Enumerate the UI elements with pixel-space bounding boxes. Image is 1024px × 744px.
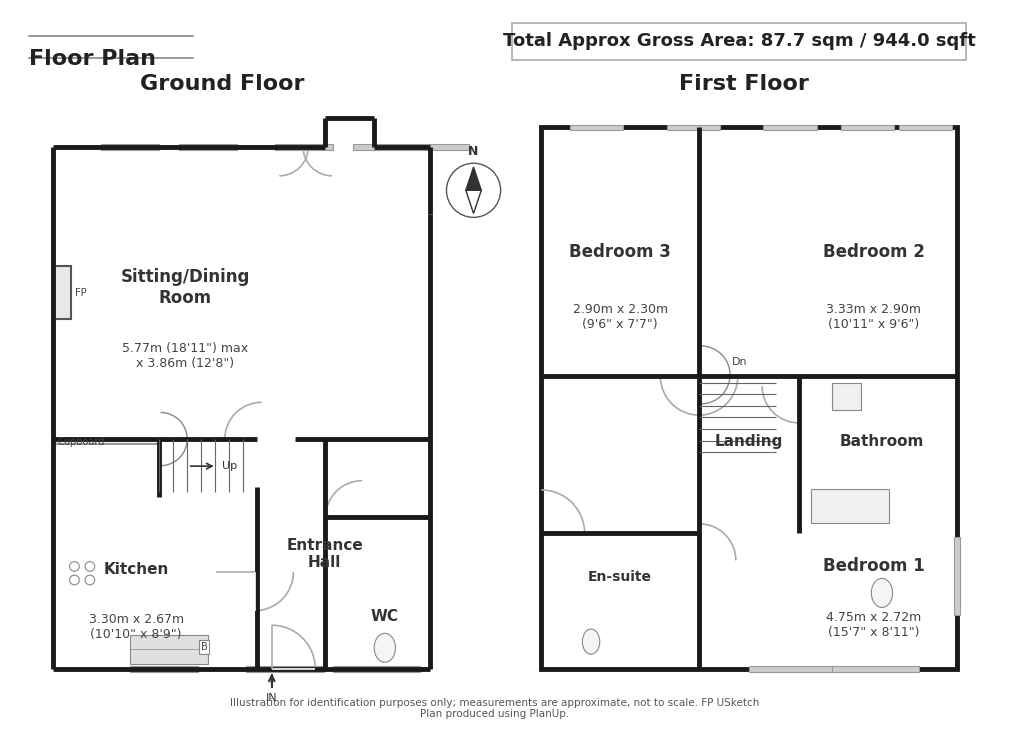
Text: B: B (201, 642, 207, 652)
Bar (833, 383, 861, 410)
Bar (179, 144, 237, 150)
Text: Plan produced using PlanUp.: Plan produced using PlanUp. (420, 709, 569, 719)
Bar (53, 147, 430, 669)
Text: Up: Up (221, 461, 237, 471)
Text: 4.75m x 2.72m
(15'7" x 8'11"): 4.75m x 2.72m (15'7" x 8'11") (826, 612, 922, 639)
Bar (247, 666, 324, 672)
Text: FP: FP (76, 288, 87, 298)
Bar (275, 144, 334, 150)
Bar (749, 666, 836, 672)
Bar (55, 439, 159, 444)
Ellipse shape (871, 578, 893, 607)
Bar (570, 124, 624, 130)
Circle shape (446, 163, 501, 217)
Polygon shape (466, 167, 481, 190)
Text: 2.90m x 2.30m
(9'6" x 7'7"): 2.90m x 2.30m (9'6" x 7'7") (572, 303, 668, 331)
Text: Ground Floor: Ground Floor (140, 74, 304, 94)
Ellipse shape (583, 629, 600, 654)
Bar (101, 144, 160, 150)
Ellipse shape (374, 633, 395, 662)
Bar (833, 666, 920, 672)
Bar (53, 266, 71, 319)
Text: 5.77m (18'11") max
x 3.86m (12'8"): 5.77m (18'11") max x 3.86m (12'8") (122, 341, 248, 370)
Text: Bedroom 2: Bedroom 2 (822, 243, 925, 261)
Text: N: N (468, 145, 479, 158)
Bar (130, 635, 208, 664)
Text: Bedroom 1: Bedroom 1 (822, 557, 925, 575)
Text: WC: WC (371, 609, 398, 624)
Text: Bedroom 3: Bedroom 3 (569, 243, 671, 261)
Bar (411, 144, 469, 150)
Text: First Floor: First Floor (679, 74, 809, 94)
Bar (542, 127, 956, 669)
Text: Sitting/Dining
Room: Sitting/Dining Room (121, 269, 250, 307)
Bar (334, 666, 421, 672)
Bar (667, 124, 720, 130)
Polygon shape (466, 190, 481, 214)
Text: Landing: Landing (715, 434, 783, 449)
Bar (512, 23, 967, 60)
Bar (954, 537, 959, 615)
Text: Illustration for identification purposes only; measurements are approximate, not: Illustration for identification purposes… (230, 698, 760, 708)
Text: Cupboard: Cupboard (58, 437, 105, 446)
Bar (841, 124, 894, 130)
Text: Kitchen: Kitchen (103, 562, 169, 577)
Text: Bathroom: Bathroom (840, 434, 924, 449)
Text: Total Approx Gross Area: 87.7 sqm / 944.0 sqft: Total Approx Gross Area: 87.7 sqm / 944.… (503, 33, 976, 51)
Text: Entrance
Hall: Entrance Hall (286, 538, 362, 570)
Text: 3.33m x 2.90m
(10'11" x 9'6"): 3.33m x 2.90m (10'11" x 9'6") (826, 303, 922, 331)
Bar (352, 144, 411, 150)
Text: Floor Plan: Floor Plan (29, 49, 156, 69)
Bar (899, 124, 952, 130)
Bar (764, 124, 816, 130)
Text: 3.30m x 2.67m
(10'10" x 8'9"): 3.30m x 2.67m (10'10" x 8'9") (88, 613, 183, 641)
Bar (811, 489, 889, 522)
Bar (325, 118, 374, 147)
Bar (130, 666, 198, 672)
Text: IN: IN (266, 693, 278, 703)
Text: Dn: Dn (732, 357, 748, 367)
Text: En-suite: En-suite (588, 570, 652, 584)
